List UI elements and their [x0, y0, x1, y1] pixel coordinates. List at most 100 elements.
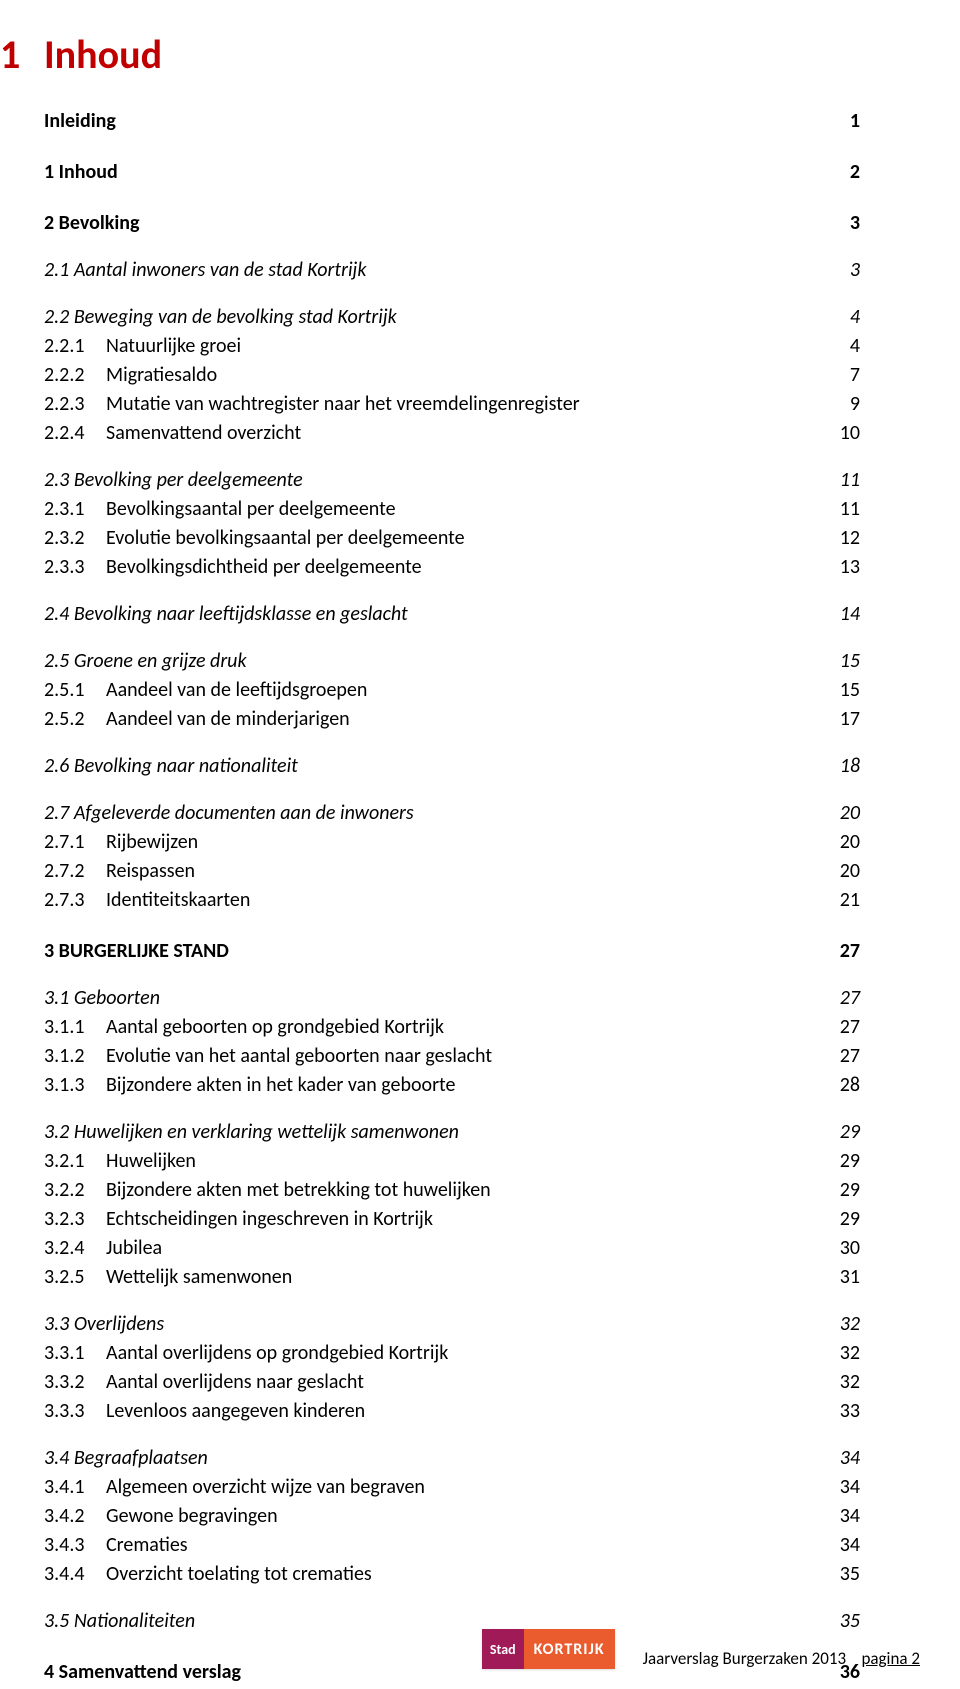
toc-entry-page: 27 — [820, 985, 860, 1012]
toc-entry-number: 2.2.2 — [44, 362, 106, 389]
toc-entry-page: 29 — [820, 1177, 860, 1204]
toc-entry-label: 2.3.1Bevolkingsaantal per deelgemeente — [44, 496, 820, 523]
toc-entry-number: 2.7.3 — [44, 887, 106, 914]
toc-entry-text: Mutatie van wachtregister naar het vreem… — [106, 392, 580, 416]
footer-text: Jaarverslag Burgerzaken 2013 pagina 2 — [643, 1648, 920, 1669]
toc-entry-label: 3.2.5Wettelijk samenwonen — [44, 1264, 820, 1291]
toc-entry: 2.5 Groene en grijze druk15 — [44, 647, 860, 676]
toc-entry-text: Algemeen overzicht wijze van begraven — [106, 1475, 425, 1499]
toc-entry-page: 32 — [820, 1311, 860, 1338]
toc-entry: 3.3.3Levenloos aangegeven kinderen33 — [44, 1397, 860, 1426]
toc-entry: 2.7.2Reispassen20 — [44, 857, 860, 886]
toc-entry-text: Evolutie van het aantal geboorten naar g… — [106, 1044, 492, 1068]
toc-entry: 2.3.3Bevolkingsdichtheid per deelgemeent… — [44, 553, 860, 582]
toc-entry-label: 2.6 Bevolking naar nationaliteit — [44, 753, 820, 780]
toc-entry-text: Evolutie bevolkingsaantal per deelgemeen… — [106, 526, 465, 550]
toc-entry-text: Wettelijk samenwonen — [106, 1265, 292, 1289]
toc-entry: 2.3.2Evolutie bevolkingsaantal per deelg… — [44, 524, 860, 553]
toc-entry-text: Levenloos aangegeven kinderen — [106, 1399, 365, 1423]
toc-entry-page: 9 — [830, 391, 860, 418]
toc-entry-label: 2.7.3Identiteitskaarten — [44, 887, 820, 914]
toc-entry-label: 3.3.1Aantal overlijdens op grondgebied K… — [44, 1340, 820, 1367]
table-of-contents: Inleiding11 Inhoud22 Bevolking32.1 Aanta… — [0, 107, 860, 1687]
toc-entry-label: 1 Inhoud — [44, 159, 830, 186]
toc-entry: 2.2.3Mutatie van wachtregister naar het … — [44, 390, 860, 419]
toc-entry-label: 2.7 Afgeleverde documenten aan de inwone… — [44, 800, 820, 827]
toc-entry-number: 3.4.4 — [44, 1561, 106, 1588]
toc-entry-label: 2.2 Beweging van de bevolking stad Kortr… — [44, 304, 830, 331]
toc-entry-label: 3.4.4Overzicht toelating tot crematies — [44, 1561, 820, 1588]
toc-entry-label: 2.1 Aantal inwoners van de stad Kortrijk — [44, 257, 830, 284]
toc-entry-label: 3.2.3Echtscheidingen ingeschreven in Kor… — [44, 1206, 820, 1233]
toc-entry-number: 3.3.2 — [44, 1369, 106, 1396]
toc-entry-number: 2.2.4 — [44, 420, 106, 447]
page-title: 1Inhoud — [0, 30, 860, 79]
toc-entry-label: 3.2 Huwelijken en verklaring wettelijk s… — [44, 1119, 820, 1146]
toc-entry: 3.1.1Aantal geboorten op grondgebied Kor… — [44, 1013, 860, 1042]
city-logo: Stad KORTRIJK — [482, 1629, 615, 1669]
toc-entry-label: 2.3.3Bevolkingsdichtheid per deelgemeent… — [44, 554, 820, 581]
toc-entry-label: 3.2.2Bijzondere akten met betrekking tot… — [44, 1177, 820, 1204]
toc-entry: 3.1.3Bijzondere akten in het kader van g… — [44, 1071, 860, 1100]
toc-entry-page: 27 — [820, 1043, 860, 1070]
toc-entry-label: 3.4.1Algemeen overzicht wijze van begrav… — [44, 1474, 820, 1501]
toc-entry-page: 20 — [820, 829, 860, 856]
toc-entry-label: 3.3.3Levenloos aangegeven kinderen — [44, 1398, 820, 1425]
toc-entry-label: 3.1.3Bijzondere akten in het kader van g… — [44, 1072, 820, 1099]
toc-entry-text: Aantal overlijdens op grondgebied Kortri… — [106, 1341, 448, 1365]
toc-entry-number: 3.1.3 — [44, 1072, 106, 1099]
toc-entry-label: 3.4.2Gewone begravingen — [44, 1503, 820, 1530]
toc-entry-text: Aandeel van de leeftijdsgroepen — [106, 678, 367, 702]
toc-entry-page: 14 — [820, 601, 860, 628]
toc-entry-label: 3.1 Geboorten — [44, 985, 820, 1012]
toc-entry-text: Samenvattend overzicht — [106, 421, 301, 445]
toc-entry-label: 3 BURGERLIJKE STAND — [44, 938, 820, 965]
toc-entry-label: 2.4 Bevolking naar leeftijdsklasse en ge… — [44, 601, 820, 628]
toc-entry-label: 2.2.3Mutatie van wachtregister naar het … — [44, 391, 830, 418]
toc-entry: 3 BURGERLIJKE STAND27 — [44, 937, 860, 966]
toc-entry-text: Huwelijken — [106, 1149, 196, 1173]
toc-entry-number: 2.7.2 — [44, 858, 106, 885]
toc-entry: 3.4.2Gewone begravingen34 — [44, 1502, 860, 1531]
toc-entry-page: 28 — [820, 1072, 860, 1099]
toc-entry-page: 32 — [820, 1340, 860, 1367]
toc-entry-page: 32 — [820, 1369, 860, 1396]
toc-entry-label: 2.3 Bevolking per deelgemeente — [44, 467, 820, 494]
toc-entry-page: 2 — [830, 159, 860, 186]
toc-entry-label: 3.2.4Jubilea — [44, 1235, 820, 1262]
toc-entry: 2.1 Aantal inwoners van de stad Kortrijk… — [44, 256, 860, 285]
toc-entry-label: 2.5 Groene en grijze druk — [44, 648, 820, 675]
toc-entry-number: 2.3.2 — [44, 525, 106, 552]
toc-entry-label: 2.2.4Samenvattend overzicht — [44, 420, 820, 447]
toc-entry-page: 35 — [820, 1561, 860, 1588]
toc-entry-text: Gewone begravingen — [106, 1504, 278, 1528]
toc-entry-text: Rijbewijzen — [106, 830, 198, 854]
toc-entry-page: 17 — [820, 706, 860, 733]
toc-entry-page: 3 — [830, 257, 860, 284]
toc-entry-page: 18 — [820, 753, 860, 780]
toc-entry: 2.4 Bevolking naar leeftijdsklasse en ge… — [44, 600, 860, 629]
toc-entry: 2.2 Beweging van de bevolking stad Kortr… — [44, 303, 860, 332]
toc-entry-number: 3.2.4 — [44, 1235, 106, 1262]
logo-left-text: Stad — [482, 1629, 524, 1669]
toc-entry: 3.3 Overlijdens32 — [44, 1310, 860, 1339]
toc-entry-label: 2.7.1Rijbewijzen — [44, 829, 820, 856]
toc-entry: 2.3 Bevolking per deelgemeente11 — [44, 466, 860, 495]
toc-entry: 3.3.2Aantal overlijdens naar geslacht32 — [44, 1368, 860, 1397]
toc-entry: 2.5.1Aandeel van de leeftijdsgroepen15 — [44, 676, 860, 705]
toc-entry-text: Aandeel van de minderjarigen — [106, 707, 350, 731]
toc-entry-number: 3.3.1 — [44, 1340, 106, 1367]
toc-entry: 2.5.2Aandeel van de minderjarigen17 — [44, 705, 860, 734]
toc-entry: 3.2.5Wettelijk samenwonen31 — [44, 1263, 860, 1292]
toc-entry: 3.4.1Algemeen overzicht wijze van begrav… — [44, 1473, 860, 1502]
toc-entry-number: 3.4.2 — [44, 1503, 106, 1530]
toc-entry-text: Overzicht toelating tot crematies — [106, 1562, 372, 1586]
toc-entry-page: 33 — [820, 1398, 860, 1425]
toc-entry-label: 3.1.2Evolutie van het aantal geboorten n… — [44, 1043, 820, 1070]
toc-entry: 3.4.4Overzicht toelating tot crematies35 — [44, 1560, 860, 1589]
toc-entry-text: Bevolkingsaantal per deelgemeente — [106, 497, 396, 521]
toc-entry-number: 2.3.3 — [44, 554, 106, 581]
toc-entry-page: 20 — [820, 800, 860, 827]
toc-entry-page: 29 — [820, 1206, 860, 1233]
toc-entry-page: 20 — [820, 858, 860, 885]
